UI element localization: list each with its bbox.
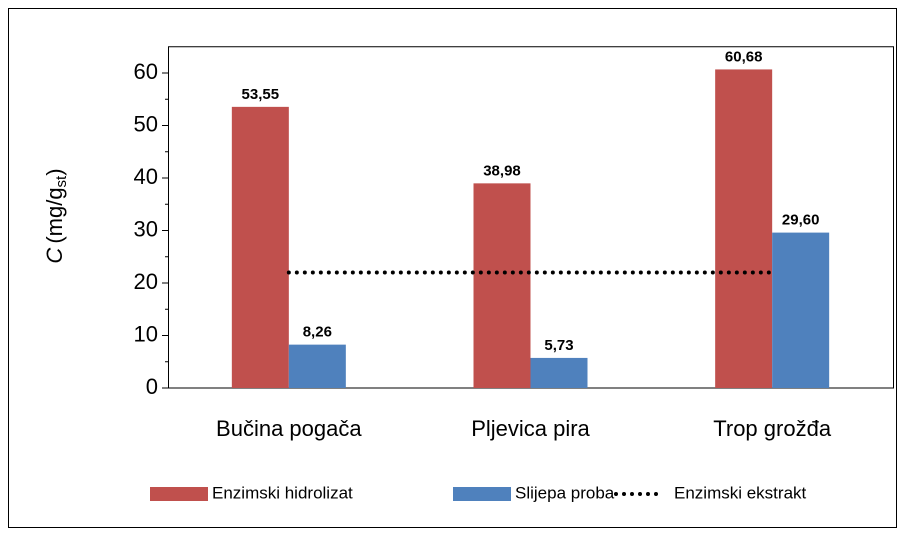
bar <box>288 344 346 388</box>
x-tick-label: Trop grožđa <box>713 416 832 441</box>
legend-label: Enzimski ekstrakt <box>674 483 807 502</box>
bar <box>530 357 588 388</box>
y-tick-label: 0 <box>146 374 158 399</box>
x-tick-label: Bučina pogača <box>216 416 362 441</box>
y-tick-label: 60 <box>134 59 158 84</box>
legend-swatch <box>150 487 208 501</box>
y-label-symbol: C <box>42 248 67 264</box>
bar <box>715 69 773 389</box>
y-axis-label: C (mg/gst) <box>42 168 70 263</box>
x-tick-label: Pljevica pira <box>471 416 590 441</box>
y-tick-label: 50 <box>134 111 158 136</box>
value-label: 53,55 <box>242 86 280 103</box>
value-label: 8,26 <box>303 324 332 341</box>
legend-label: Slijepa proba <box>515 483 615 502</box>
bar <box>473 183 531 388</box>
y-label-subscript: st <box>53 175 70 188</box>
value-label: 38,98 <box>483 162 521 179</box>
y-tick-label: 30 <box>134 216 158 241</box>
y-tick-label: 10 <box>134 321 158 346</box>
value-label: 5,73 <box>544 337 573 354</box>
value-label: 60,68 <box>725 48 763 65</box>
legend-label: Enzimski hidrolizat <box>212 483 353 502</box>
y-tick-label: 40 <box>134 164 158 189</box>
y-label-close: ) <box>42 168 67 175</box>
bar <box>231 106 289 389</box>
value-label: 29,60 <box>782 212 820 229</box>
y-label-unit: (mg/g <box>42 187 67 243</box>
y-tick-label: 20 <box>134 269 158 294</box>
bar <box>772 232 830 388</box>
legend-swatch <box>453 487 511 501</box>
